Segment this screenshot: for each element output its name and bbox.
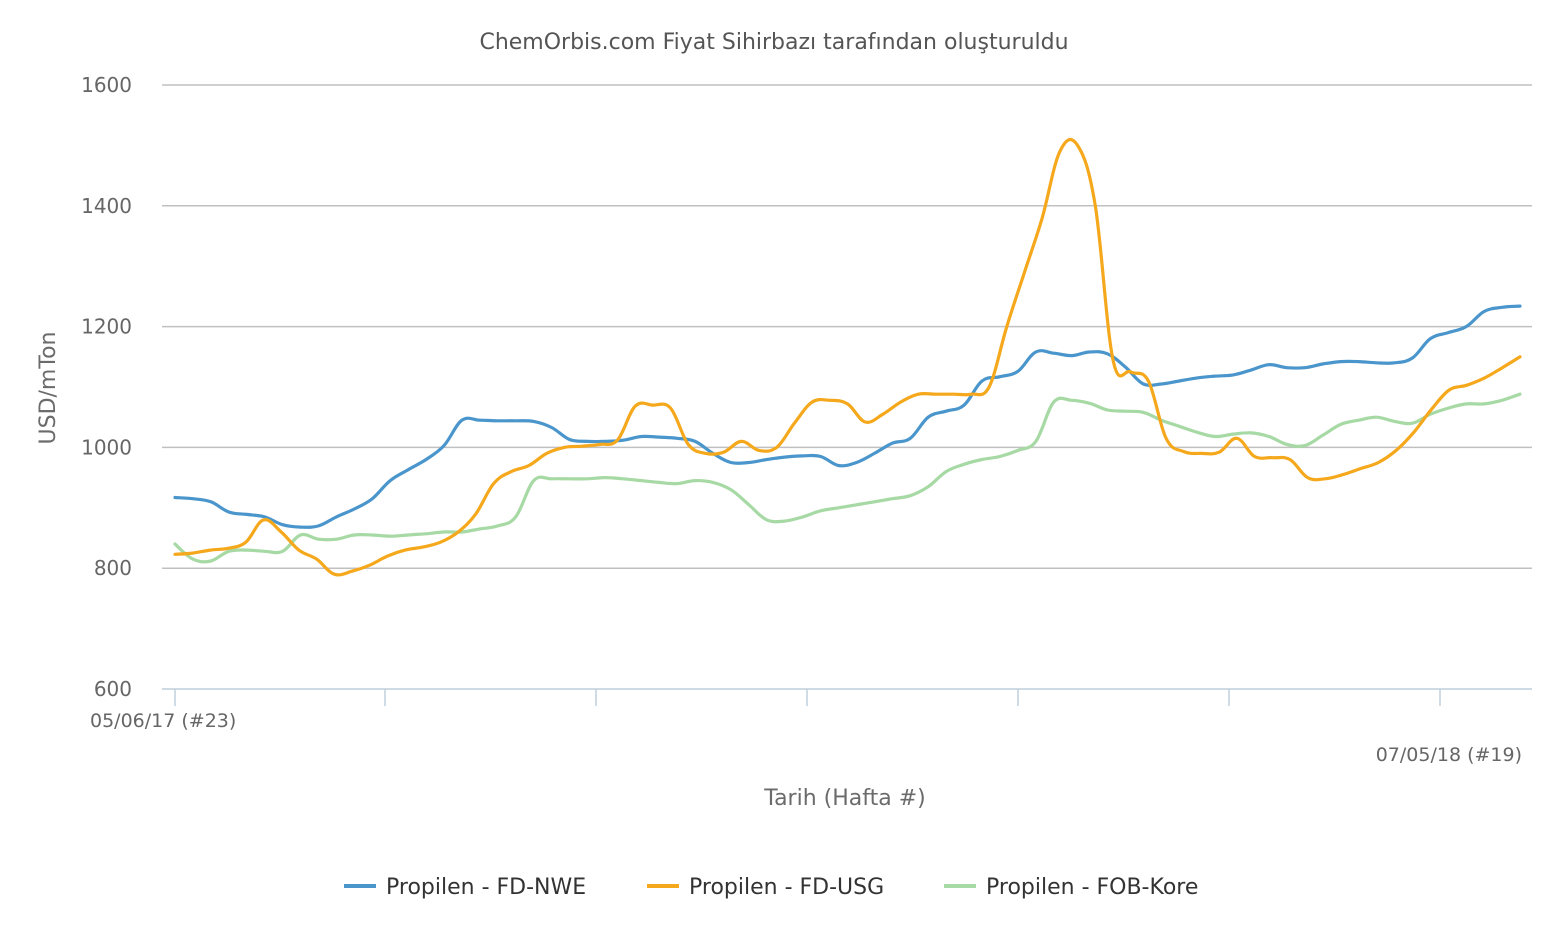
legend-item-fd-nwe[interactable]: Propilen - FD-NWE <box>344 875 586 900</box>
gridlines <box>162 84 1532 569</box>
x-end-label: 07/05/18 (#19) <box>1376 744 1522 766</box>
y-tick-label-800: 800 <box>94 556 132 580</box>
y-tick-label-1600: 1600 <box>81 73 132 97</box>
y-tick-label-1200: 1200 <box>81 315 132 339</box>
legend-item-fob-kore[interactable]: Propilen - FOB-Kore <box>944 875 1198 900</box>
y-tick-label-1400: 1400 <box>81 194 132 218</box>
legend-label-fd-nwe: Propilen - FD-NWE <box>386 875 586 900</box>
y-tick-label-1000: 1000 <box>81 435 132 459</box>
series-line-fd-usg <box>173 137 1522 577</box>
series-line-fd-nwe <box>173 304 1522 529</box>
x-axis-ticks <box>174 689 1441 706</box>
y-axis-title: USD/mTon <box>36 332 61 445</box>
x-start-label: 05/06/17 (#23) <box>90 710 236 732</box>
y-tick-label-600: 600 <box>94 677 132 701</box>
series-line-fob-kore <box>173 392 1522 564</box>
legend: Propilen - FD-NWE Propilen - FD-USG Prop… <box>344 875 1198 900</box>
legend-label-fd-usg: Propilen - FD-USG <box>689 875 884 900</box>
legend-label-fob-kore: Propilen - FOB-Kore <box>986 875 1198 900</box>
y-axis-ticks: 600 800 1000 1200 1400 1600 <box>81 73 132 701</box>
chart-title: ChemOrbis.com Fiyat Sihirbazı tarafından… <box>479 30 1068 55</box>
legend-item-fd-usg[interactable]: Propilen - FD-USG <box>647 875 884 900</box>
x-axis-title: Tarih (Hafta #) <box>763 786 925 811</box>
series-lines <box>173 137 1522 577</box>
